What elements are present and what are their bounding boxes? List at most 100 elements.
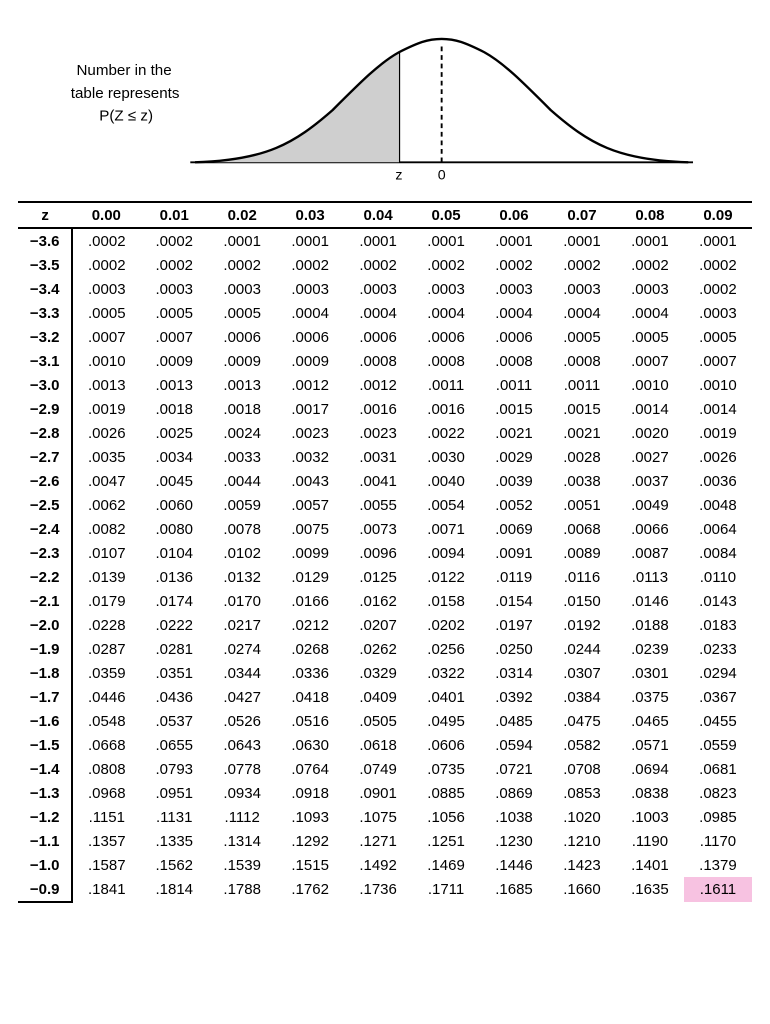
- cell: .0183: [684, 613, 752, 637]
- cell: .0934: [208, 781, 276, 805]
- col-header: 0.01: [140, 202, 208, 228]
- cell: .1562: [140, 853, 208, 877]
- cell: .0036: [684, 469, 752, 493]
- cell: .0004: [344, 301, 412, 325]
- cell: .0026: [684, 445, 752, 469]
- table-row: −2.6.0047.0045.0044.0043.0041.0040.0039.…: [18, 469, 752, 493]
- cell: .0281: [140, 637, 208, 661]
- cell: .0207: [344, 613, 412, 637]
- cell: .0239: [616, 637, 684, 661]
- table-row: −2.5.0062.0060.0059.0057.0055.0054.0052.…: [18, 493, 752, 517]
- cell: .0274: [208, 637, 276, 661]
- cell: .0051: [548, 493, 616, 517]
- cell: .0026: [72, 421, 140, 445]
- cell: .0002: [684, 253, 752, 277]
- cell: .0778: [208, 757, 276, 781]
- cell: .0005: [616, 325, 684, 349]
- cell: .0329: [344, 661, 412, 685]
- cell: .0853: [548, 781, 616, 805]
- cell: .0082: [72, 517, 140, 541]
- row-header: −2.0: [18, 613, 72, 637]
- cell: .0080: [140, 517, 208, 541]
- zero-axis-label: 0: [438, 167, 446, 183]
- cell: .0041: [344, 469, 412, 493]
- cell: .1093: [276, 805, 344, 829]
- cell: .0256: [412, 637, 480, 661]
- cell: .0002: [480, 253, 548, 277]
- col-header: 0.06: [480, 202, 548, 228]
- cell: .0021: [480, 421, 548, 445]
- cell: .0005: [548, 325, 616, 349]
- cell: .0294: [684, 661, 752, 685]
- cell: .1711: [412, 877, 480, 902]
- cell: .0004: [548, 301, 616, 325]
- cell: .0009: [140, 349, 208, 373]
- z-axis-label: z: [395, 167, 402, 183]
- cell: .0008: [480, 349, 548, 373]
- cell: .0004: [412, 301, 480, 325]
- cell: .0029: [480, 445, 548, 469]
- cell: .0287: [72, 637, 140, 661]
- cell: .1814: [140, 877, 208, 902]
- cell: .1230: [480, 829, 548, 853]
- cell: .0006: [208, 325, 276, 349]
- cell: .0002: [140, 253, 208, 277]
- cell: .0044: [208, 469, 276, 493]
- cell: .0047: [72, 469, 140, 493]
- table-row: −0.9.1841.1814.1788.1762.1736.1711.1685.…: [18, 877, 752, 902]
- cell: .0064: [684, 517, 752, 541]
- table-row: −3.5.0002.0002.0002.0002.0002.0002.0002.…: [18, 253, 752, 277]
- cell: .0009: [208, 349, 276, 373]
- cell: .0023: [276, 421, 344, 445]
- cell: .0351: [140, 661, 208, 685]
- row-header: −2.3: [18, 541, 72, 565]
- cell: .0003: [140, 277, 208, 301]
- z-table: z0.000.010.020.030.040.050.060.070.080.0…: [18, 201, 752, 903]
- cell: .0003: [344, 277, 412, 301]
- cell: .0418: [276, 685, 344, 709]
- col-header: 0.09: [684, 202, 752, 228]
- cell: .1762: [276, 877, 344, 902]
- cell: .0367: [684, 685, 752, 709]
- cell: .0125: [344, 565, 412, 589]
- cell: .0436: [140, 685, 208, 709]
- cell: .0003: [684, 301, 752, 325]
- cell: .0007: [684, 349, 752, 373]
- cell: .0006: [276, 325, 344, 349]
- cell: .0034: [140, 445, 208, 469]
- cell: .1685: [480, 877, 548, 902]
- cell: .0005: [140, 301, 208, 325]
- cell: .0084: [684, 541, 752, 565]
- table-row: −3.4.0003.0003.0003.0003.0003.0003.0003.…: [18, 277, 752, 301]
- cell: .0040: [412, 469, 480, 493]
- cell: .0010: [684, 373, 752, 397]
- table-row: −1.3.0968.0951.0934.0918.0901.0885.0869.…: [18, 781, 752, 805]
- cell: .0073: [344, 517, 412, 541]
- cell: .0212: [276, 613, 344, 637]
- table-row: −3.3.0005.0005.0005.0004.0004.0004.0004.…: [18, 301, 752, 325]
- cell: .0011: [480, 373, 548, 397]
- cell: .0446: [72, 685, 140, 709]
- cell: .0094: [412, 541, 480, 565]
- cell: .1492: [344, 853, 412, 877]
- table-row: −2.0.0228.0222.0217.0212.0207.0202.0197.…: [18, 613, 752, 637]
- cell: .0162: [344, 589, 412, 613]
- cell: .0006: [480, 325, 548, 349]
- cell: .0001: [276, 228, 344, 253]
- cell: .0764: [276, 757, 344, 781]
- cell: .0013: [72, 373, 140, 397]
- cell: .0301: [616, 661, 684, 685]
- cell: .0110: [684, 565, 752, 589]
- cell: .0019: [72, 397, 140, 421]
- cell: .0038: [548, 469, 616, 493]
- cell: .0002: [208, 253, 276, 277]
- cell: .0681: [684, 757, 752, 781]
- row-header: −2.4: [18, 517, 72, 541]
- cell: .0244: [548, 637, 616, 661]
- row-header: −2.9: [18, 397, 72, 421]
- cell: .0150: [548, 589, 616, 613]
- cell: .0089: [548, 541, 616, 565]
- cell: .0154: [480, 589, 548, 613]
- cell: .1056: [412, 805, 480, 829]
- col-header: 0.08: [616, 202, 684, 228]
